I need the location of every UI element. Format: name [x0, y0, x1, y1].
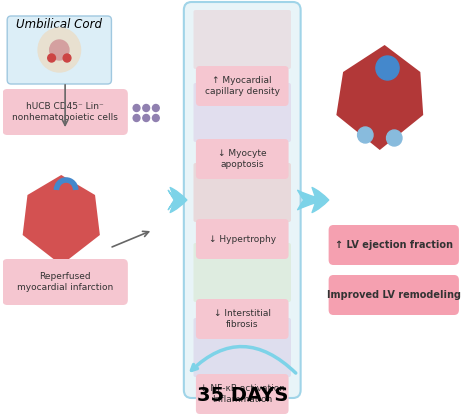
Text: Improved LV remodeling: Improved LV remodeling	[327, 290, 461, 300]
Text: Umbilical Cord: Umbilical Cord	[16, 18, 102, 31]
FancyBboxPatch shape	[193, 318, 291, 377]
Circle shape	[143, 115, 150, 122]
Circle shape	[50, 40, 69, 60]
FancyArrowPatch shape	[298, 188, 329, 212]
Circle shape	[357, 127, 373, 143]
Polygon shape	[337, 45, 423, 150]
Circle shape	[153, 105, 159, 112]
Text: hUCB CD45⁻ Lin⁻
nonhematopoietic cells: hUCB CD45⁻ Lin⁻ nonhematopoietic cells	[12, 103, 118, 122]
Circle shape	[153, 115, 159, 122]
Text: ↑ LV ejection fraction: ↑ LV ejection fraction	[335, 240, 453, 250]
Text: Reperfused
myocardial infarction: Reperfused myocardial infarction	[17, 272, 113, 292]
Text: ↓ Myocyte
apoptosis: ↓ Myocyte apoptosis	[218, 149, 266, 169]
FancyBboxPatch shape	[193, 163, 291, 222]
Circle shape	[376, 56, 399, 80]
FancyBboxPatch shape	[196, 139, 289, 179]
Circle shape	[63, 54, 71, 62]
FancyBboxPatch shape	[193, 243, 291, 302]
FancyBboxPatch shape	[193, 10, 291, 69]
FancyArrowPatch shape	[168, 188, 187, 212]
Circle shape	[133, 105, 140, 112]
FancyBboxPatch shape	[193, 83, 291, 142]
Circle shape	[133, 115, 140, 122]
FancyBboxPatch shape	[2, 259, 128, 305]
Polygon shape	[23, 175, 100, 265]
FancyBboxPatch shape	[196, 299, 289, 339]
Text: ↓ NF-κB activation
Inflammation: ↓ NF-κB activation Inflammation	[200, 384, 285, 404]
Circle shape	[48, 54, 55, 62]
Text: 35 DAYS: 35 DAYS	[197, 386, 288, 405]
FancyBboxPatch shape	[328, 275, 459, 315]
FancyBboxPatch shape	[184, 2, 301, 398]
Text: ↓ Interstitial
fibrosis: ↓ Interstitial fibrosis	[214, 309, 271, 329]
Circle shape	[386, 130, 402, 146]
FancyBboxPatch shape	[196, 219, 289, 259]
FancyBboxPatch shape	[7, 16, 111, 84]
FancyBboxPatch shape	[196, 374, 289, 414]
FancyBboxPatch shape	[196, 66, 289, 106]
Text: ↓ Hypertrophy: ↓ Hypertrophy	[209, 234, 276, 244]
Circle shape	[143, 105, 150, 112]
FancyBboxPatch shape	[328, 225, 459, 265]
FancyBboxPatch shape	[2, 89, 128, 135]
Text: ↑ Myocardial
capillary density: ↑ Myocardial capillary density	[205, 76, 280, 96]
Circle shape	[38, 28, 81, 72]
